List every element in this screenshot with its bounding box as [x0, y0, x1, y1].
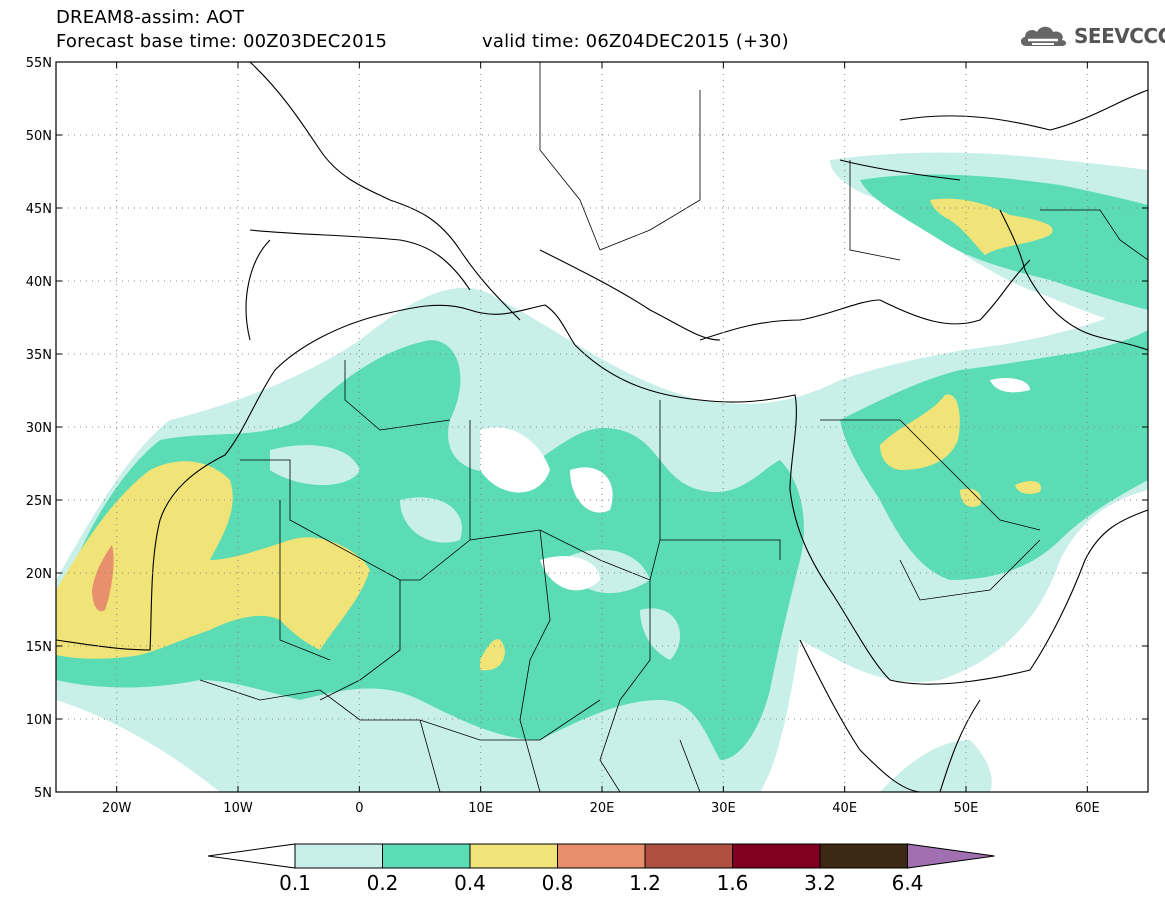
seevccc-logo: SEEVCCC	[1018, 22, 1165, 50]
colorbar: 0.1 0.2 0.4 0.8 1.2 1.6 3.2 6.4	[207, 843, 995, 895]
lon-label: 20W	[102, 801, 132, 816]
lon-label: 0	[355, 801, 363, 816]
lat-label: 25N	[26, 494, 52, 509]
lat-label: 50N	[26, 129, 52, 144]
latitude-labels: 55N 50N 45N 40N 35N 30N 25N 20N 15N 10N 5N	[26, 56, 1148, 801]
lon-label: 10E	[468, 801, 493, 816]
lat-label: 15N	[26, 640, 52, 655]
lat-label: 40N	[26, 275, 52, 290]
map-title: DREAM8-assim: AOT	[56, 7, 245, 28]
lat-label: 20N	[26, 567, 52, 582]
aot-level-0.1	[56, 152, 1148, 792]
lon-label: 30E	[711, 801, 736, 816]
lat-label: 5N	[34, 786, 52, 801]
colorbar-tick-label: 3.2	[804, 871, 836, 895]
lon-label: 50E	[954, 801, 979, 816]
colorbar-tick-label: 0.4	[454, 871, 486, 895]
aot-level-0.8	[92, 545, 114, 612]
colorbar-over-arrow	[907, 843, 995, 869]
cloud-icon	[1020, 26, 1067, 46]
country-borders	[199, 62, 1148, 792]
lat-label: 55N	[26, 56, 52, 71]
colorbar-tick-label: 0.8	[542, 871, 574, 895]
colorbar-swatch	[469, 843, 558, 869]
aot-pocket	[270, 366, 680, 660]
lat-label: 35N	[26, 348, 52, 363]
colorbar-swatch	[819, 843, 908, 869]
colorbar-swatch	[382, 843, 471, 869]
colorbar-tick-label: 6.4	[892, 871, 924, 895]
lon-label: 10W	[223, 801, 253, 816]
map-frame	[55, 61, 1149, 793]
longitude-labels: 20W 10W 0 10E 20E 30E 40E 50E 60E	[102, 62, 1100, 816]
aot-level-0.2	[56, 174, 1148, 760]
valid-time: valid time: 06Z04DEC2015 (+30)	[482, 31, 789, 52]
aot-field	[56, 62, 1148, 792]
lat-label: 30N	[26, 421, 52, 436]
colorbar-tick-label: 1.6	[717, 871, 749, 895]
logo-text: SEEVCCC	[1074, 24, 1165, 48]
colorbar-under-arrow	[207, 843, 296, 869]
colorbar-swatch	[644, 843, 733, 869]
colorbar-swatch	[557, 843, 646, 869]
colorbar-tick-label: 0.1	[279, 871, 311, 895]
aot-level-0.4	[56, 198, 1053, 671]
gridlines	[56, 62, 1148, 792]
coastlines	[56, 62, 1148, 792]
forecast-base-time: Forecast base time: 00Z03DEC2015	[56, 31, 388, 52]
colorbar-swatch	[294, 843, 383, 869]
lon-label: 40E	[832, 801, 857, 816]
lat-label: 45N	[26, 202, 52, 217]
lon-label: 60E	[1075, 801, 1100, 816]
colorbar-swatch	[732, 843, 821, 869]
lat-label: 10N	[26, 713, 52, 728]
aot-clear	[480, 378, 1030, 591]
lon-label: 20E	[590, 801, 615, 816]
colorbar-tick-label: 1.2	[629, 871, 661, 895]
colorbar-tick-label: 0.2	[367, 871, 399, 895]
